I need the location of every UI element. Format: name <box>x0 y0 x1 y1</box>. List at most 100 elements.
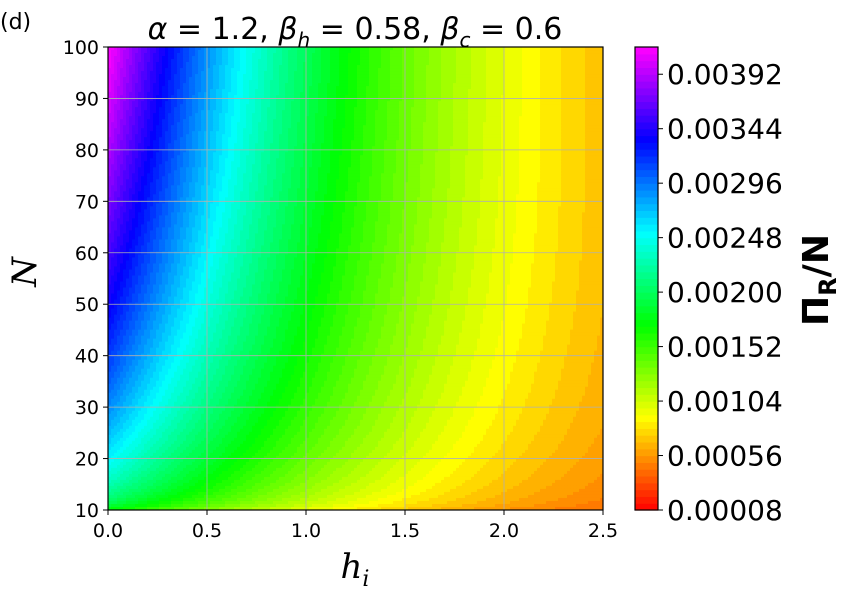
contour-cell <box>567 65 571 69</box>
contour-cell <box>303 68 307 72</box>
contour-cell <box>510 47 514 51</box>
contour-cell <box>114 80 118 84</box>
contour-cell <box>147 83 151 87</box>
contour-cell <box>210 95 214 99</box>
contour-cell <box>141 74 145 78</box>
contour-cell <box>246 86 250 90</box>
contour-cell <box>519 74 523 78</box>
contour-cell <box>276 86 280 90</box>
contour-cell <box>381 47 385 51</box>
contour-cell <box>600 50 603 54</box>
contour-cell <box>303 80 307 84</box>
contour-cell <box>318 77 322 81</box>
contour-cell <box>330 107 334 111</box>
contour-cell <box>402 77 406 81</box>
contour-cell <box>360 98 364 102</box>
contour-cell <box>210 59 214 63</box>
contour-cell <box>456 101 460 105</box>
contour-cell <box>108 83 112 87</box>
contour-cell <box>399 98 403 102</box>
contour-cell <box>447 101 451 105</box>
contour-cell <box>186 92 190 96</box>
contour-cell <box>306 47 310 51</box>
contour-cell <box>480 77 484 81</box>
contour-cell <box>180 86 184 90</box>
contour-cell <box>150 62 154 66</box>
contour-cell <box>543 71 547 75</box>
contour-cell <box>117 80 121 84</box>
contour-cell <box>558 68 562 72</box>
contour-cell <box>516 83 520 87</box>
contour-cell <box>588 53 592 57</box>
contour-cell <box>372 53 376 57</box>
contour-cell <box>591 92 595 96</box>
contour-cell <box>309 98 313 102</box>
contour-cell <box>450 50 454 54</box>
contour-cell <box>327 101 331 105</box>
contour-cell <box>354 65 358 69</box>
contour-cell <box>420 53 424 57</box>
contour-cell <box>561 65 565 69</box>
contour-cell <box>369 83 373 87</box>
contour-cell <box>267 95 271 99</box>
contour-cell <box>429 80 433 84</box>
contour-cell <box>219 83 223 87</box>
contour-cell <box>429 50 433 54</box>
contour-cell <box>291 62 295 66</box>
contour-cell <box>216 104 220 108</box>
contour-cell <box>483 53 487 57</box>
contour-cell <box>240 107 244 111</box>
contour-cell <box>327 56 331 60</box>
contour-cell <box>141 77 145 81</box>
contour-cell <box>234 92 238 96</box>
contour-cell <box>540 83 544 87</box>
contour-cell <box>408 83 412 87</box>
contour-cell <box>561 71 565 75</box>
contour-cell <box>108 71 112 75</box>
contour-cell <box>420 80 424 84</box>
contour-cell <box>462 104 466 108</box>
contour-cell <box>375 59 379 63</box>
contour-cell <box>492 89 496 93</box>
contour-cell <box>297 104 301 108</box>
contour-cell <box>456 92 460 96</box>
contour-cell <box>207 101 211 105</box>
contour-cell <box>138 107 142 111</box>
contour-cell <box>240 56 244 60</box>
contour-cell <box>354 50 358 54</box>
contour-cell <box>390 89 394 93</box>
contour-cell <box>207 92 211 96</box>
contour-cell <box>498 86 502 90</box>
contour-cell <box>198 47 202 51</box>
contour-cell <box>384 98 388 102</box>
contour-cell <box>432 77 436 81</box>
contour-cell <box>114 47 118 51</box>
contour-cell <box>333 47 337 51</box>
contour-cell <box>411 104 415 108</box>
contour-cell <box>183 68 187 72</box>
contour-cell <box>318 47 322 51</box>
contour-cell <box>576 83 580 87</box>
contour-cell <box>264 92 268 96</box>
contour-cell <box>123 95 127 99</box>
contour-cell <box>126 80 130 84</box>
contour-cell <box>429 92 433 96</box>
contour-cell <box>204 65 208 69</box>
contour-cell <box>144 86 148 90</box>
contour-cell <box>339 50 343 54</box>
contour-cell <box>387 98 391 102</box>
contour-cell <box>549 47 553 51</box>
contour-cell <box>324 53 328 57</box>
contour-cell <box>210 68 214 72</box>
contour-cell <box>531 68 535 72</box>
contour-cell <box>594 65 598 69</box>
contour-cell <box>405 74 409 78</box>
contour-cell <box>534 59 538 63</box>
contour-cell <box>111 56 115 60</box>
contour-cell <box>267 62 271 66</box>
contour-cell <box>210 101 214 105</box>
contour-cell <box>231 71 235 75</box>
contour-cell <box>426 56 430 60</box>
contour-cell <box>273 68 277 72</box>
